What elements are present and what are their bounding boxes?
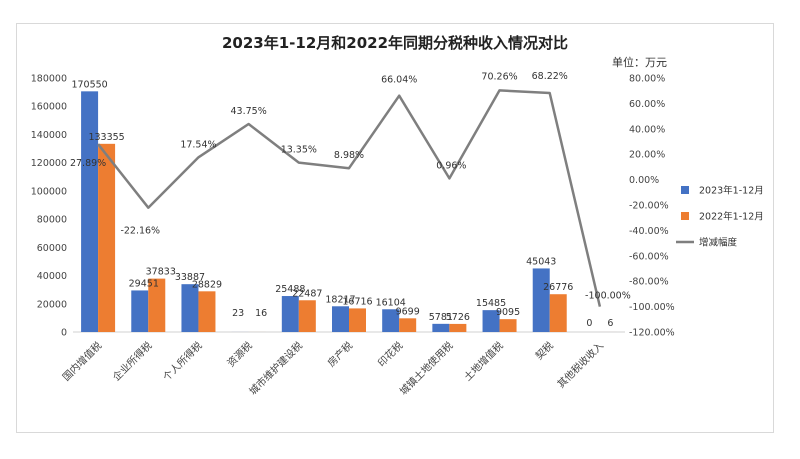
bar-value-label: 5781 (429, 312, 453, 323)
y-tick-label: 180000 (31, 74, 67, 85)
y-right-tick-label: -40.00% (629, 226, 669, 237)
bar-value-label: 16716 (342, 296, 372, 307)
line-value-label: 13.35% (281, 145, 317, 156)
bar-2022 (549, 294, 567, 332)
category-label: 企业所得税 (110, 339, 155, 384)
y-right-tick-label: 40.00% (629, 124, 665, 135)
bar-value-label: 16104 (376, 297, 406, 308)
bar-value-label: 22487 (292, 288, 322, 299)
line-value-label: -100.00% (585, 291, 631, 302)
bar-2022 (499, 319, 517, 332)
bar-2023 (532, 268, 550, 332)
legend-swatch (681, 186, 689, 194)
line-value-label: 0.96% (436, 160, 466, 171)
y-tick-label: 40000 (37, 271, 67, 282)
bar-value-label: 5726 (446, 312, 470, 323)
line-growth-rate (97, 89, 602, 307)
line-value-label: 43.75% (231, 106, 267, 117)
bar-2022 (399, 318, 417, 332)
y-right-tick-label: 80.00% (629, 74, 665, 85)
legend-swatch (681, 212, 689, 220)
y-tick-label: 0 (61, 328, 67, 339)
category-label: 城市维护建设税 (246, 339, 305, 398)
bar-value-label: 6 (607, 318, 613, 329)
bars-group (81, 91, 617, 333)
y-tick-label: 60000 (37, 243, 67, 254)
chart-title: 2023年1-12月和2022年同期分税种收入情况对比 (222, 34, 568, 52)
bar-value-label: 18217 (325, 294, 355, 305)
category-label: 土地增值税 (461, 339, 506, 384)
labels-group: 170550 29451 33887 23 25488 18217 16104 5781 154… (70, 71, 631, 329)
y-right-tick-label: 60.00% (629, 99, 665, 110)
category-label: 个人所得税 (160, 339, 205, 384)
category-label: 房产税 (325, 339, 355, 369)
y-right-tick-label: 20.00% (629, 150, 665, 161)
legend-label: 2023年1-12月 (699, 185, 764, 197)
category-label: 其他税收收入 (554, 339, 606, 391)
bar-2023 (281, 296, 299, 332)
bar-value-label: 16 (255, 308, 267, 319)
line-value-label: 70.26% (481, 71, 517, 82)
bar-value-label: 170550 (71, 79, 107, 90)
chart-svg: 2023年1-12月和2022年同期分税种收入情况对比 单位：万元 0 20000… (31, 34, 764, 398)
y-right-tick-label: 0.00% (629, 175, 659, 186)
category-label: 资源税 (224, 339, 254, 369)
y-right-tick-label: -80.00% (629, 277, 669, 288)
bar-value-label: 133355 (88, 132, 124, 143)
bar-value-label: 45043 (526, 256, 556, 267)
y-right-tick-label: -120.00% (629, 328, 675, 339)
bar-value-label: 9095 (496, 307, 520, 318)
bar-value-label: 33887 (175, 272, 205, 283)
category-label: 国内增值税 (60, 339, 105, 384)
line-group (97, 89, 602, 307)
bar-2022 (98, 143, 116, 332)
bar-2022 (349, 308, 366, 332)
line-value-label: 27.89% (70, 158, 106, 169)
bar-2023 (131, 290, 149, 332)
y-tick-label: 120000 (31, 158, 67, 169)
bar-2022 (148, 278, 166, 332)
unit-label: 单位：万元 (612, 55, 667, 69)
bar-value-label: 28829 (192, 279, 222, 290)
category-label: 城镇土地使用税 (397, 339, 456, 398)
y-tick-label: 160000 (31, 102, 67, 113)
bar-value-label: 23 (232, 308, 244, 319)
bar-2023 (332, 306, 349, 332)
bar-value-label: 9699 (396, 306, 420, 317)
category-label: 契税 (533, 339, 556, 362)
bar-2023 (382, 309, 400, 332)
y-right-tick-label: -60.00% (629, 251, 669, 262)
bar-2022 (198, 291, 216, 332)
legend-label: 增减幅度 (699, 237, 738, 249)
chart-frame: 2023年1-12月和2022年同期分税种收入情况对比 单位：万元 0 20000… (16, 23, 774, 433)
bar-2023 (482, 310, 500, 332)
bar-2023 (432, 323, 450, 332)
line-value-label: -22.16% (120, 226, 160, 237)
y-tick-label: 140000 (31, 130, 67, 141)
bar-value-label: 37833 (146, 267, 176, 278)
bar-value-label: 29451 (129, 278, 159, 289)
line-value-label: 17.54% (180, 139, 216, 150)
y-tick-label: 80000 (37, 215, 67, 226)
category-label: 印花税 (375, 339, 405, 369)
y-right-tick-label: -20.00% (629, 201, 669, 212)
bar-2023 (81, 91, 99, 333)
bar-2023 (181, 284, 199, 332)
bar-value-label: 25488 (275, 284, 305, 295)
line-value-label: 8.98% (334, 150, 364, 161)
line-value-label: 68.22% (532, 71, 568, 82)
legend-label: 2022年1-12月 (699, 211, 764, 223)
bar-value-label: 26776 (543, 282, 573, 293)
y-right-tick-label: -100.00% (629, 302, 675, 313)
line-value-label: 66.04% (381, 75, 417, 86)
bar-value-label: 15485 (476, 298, 506, 309)
y-tick-label: 100000 (31, 186, 67, 197)
bar-value-label: 0 (586, 318, 592, 329)
bar-2022 (449, 323, 467, 332)
y-tick-label: 20000 (37, 299, 67, 310)
bar-2022 (298, 300, 316, 332)
